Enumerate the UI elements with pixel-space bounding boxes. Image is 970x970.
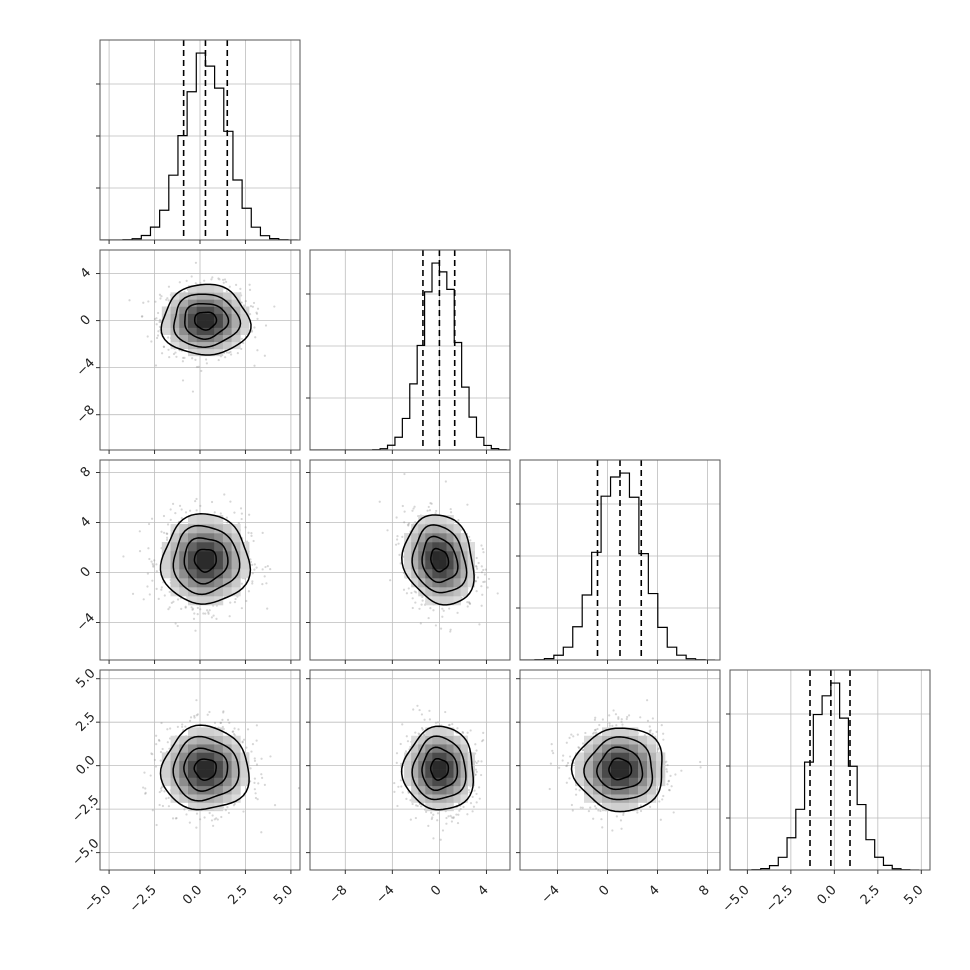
contour-3-0-2 <box>172 735 240 802</box>
hist-frame-2 <box>519 459 721 661</box>
xtick-label-3-2: 0.0 <box>814 883 839 908</box>
contour-1-0-1 <box>184 302 230 340</box>
hist-panel-1 <box>306 249 511 454</box>
histogram-2 <box>520 472 716 660</box>
contour-3-1-1 <box>421 746 459 792</box>
density-3-0 <box>161 727 250 812</box>
xtick-label-3-4: 5.0 <box>901 883 926 908</box>
hist-panel-2 <box>516 459 721 664</box>
contour-3-1-3 <box>400 725 475 811</box>
xtick-label-3-1: −2.5 <box>763 883 796 916</box>
contour-3-2-3 <box>570 727 663 813</box>
contour-3-2-2 <box>583 736 654 801</box>
xtick-label-0-4: 5.0 <box>271 883 296 908</box>
xtick-label-1-2: 0 <box>428 883 444 899</box>
contour-3-0-3 <box>159 724 250 811</box>
hist-grid-3 <box>730 670 930 870</box>
contour-2-0-2 <box>172 524 241 596</box>
panel-3-2 <box>516 669 721 874</box>
hist-panel-3 <box>726 669 931 874</box>
xtick-label-2-1: 0 <box>596 883 612 899</box>
contour-2-1-2 <box>411 524 468 594</box>
xtick-label-0-3: 2.5 <box>226 883 251 908</box>
hist-frame-3 <box>729 669 931 871</box>
density-2-0 <box>161 515 250 606</box>
ytick-label-1-1: −4 <box>74 356 98 380</box>
ytick-label-1-0: −8 <box>74 403 98 427</box>
xtick-label-3-0: −5.0 <box>720 883 753 916</box>
density-3-2 <box>575 727 666 812</box>
panel-grid-2-0 <box>100 460 300 660</box>
panel-frame-3-1 <box>309 669 511 871</box>
ytick-label-3-2: 0.0 <box>73 753 98 778</box>
xtick-label-2-3: 8 <box>696 883 712 899</box>
contour-2-0-0 <box>193 548 217 573</box>
contour-3-2-1 <box>596 746 644 791</box>
contour-2-1-1 <box>421 535 459 584</box>
ytick-label-3-3: 2.5 <box>73 710 98 735</box>
xtick-label-0-1: −2.5 <box>127 883 160 916</box>
histogram-0 <box>100 52 298 240</box>
histogram-1 <box>310 262 510 450</box>
contour-1-0-2 <box>173 293 242 348</box>
ytick-label-2-0: −4 <box>74 610 98 634</box>
contour-2-0-1 <box>183 537 229 585</box>
panel-frame-2-1 <box>309 459 511 661</box>
contour-1-0-3 <box>160 283 252 356</box>
ytick-label-1-2: 0 <box>78 312 94 328</box>
panel-2-1 <box>306 459 511 664</box>
contour-3-1-2 <box>411 735 467 801</box>
xtick-label-3-3: 2.5 <box>858 883 883 908</box>
contour-1-0-0 <box>193 311 218 331</box>
xtick-label-2-2: 4 <box>646 883 662 899</box>
xtick-label-1-1: −4 <box>373 883 397 907</box>
xtick-label-0-2: 0.0 <box>180 883 205 908</box>
contour-3-0-1 <box>183 747 229 792</box>
panel-frame-3-2 <box>519 669 721 871</box>
panel-3-0 <box>96 669 301 874</box>
xtick-label-2-0: −4 <box>539 883 563 907</box>
xtick-label-0-0: −5.0 <box>81 883 114 916</box>
ytick-label-2-3: 8 <box>78 464 94 480</box>
ytick-label-2-2: 4 <box>78 514 94 530</box>
hist-panel-0 <box>96 39 301 244</box>
panel-2-0 <box>96 459 301 664</box>
panel-3-1 <box>306 669 511 874</box>
panel-1-0 <box>96 249 301 454</box>
ytick-label-1-3: 4 <box>78 265 94 281</box>
hist-grid-1 <box>310 250 510 450</box>
ytick-label-2-1: 0 <box>78 564 94 580</box>
ytick-label-3-4: 5.0 <box>73 666 98 691</box>
xtick-label-1-3: 4 <box>475 883 491 899</box>
contour-2-1-3 <box>401 514 475 606</box>
contour-3-0-0 <box>193 758 217 781</box>
hist-grid-0 <box>100 40 300 240</box>
contour-3-2-0 <box>608 757 633 781</box>
contour-2-1-0 <box>430 547 450 573</box>
xtick-label-1-0: −8 <box>326 883 350 907</box>
contour-2-0-3 <box>159 513 252 605</box>
panel-grid-3-0 <box>100 670 300 870</box>
histogram-3 <box>730 682 920 870</box>
contour-3-1-0 <box>429 757 450 781</box>
hist-frame-1 <box>309 249 511 451</box>
